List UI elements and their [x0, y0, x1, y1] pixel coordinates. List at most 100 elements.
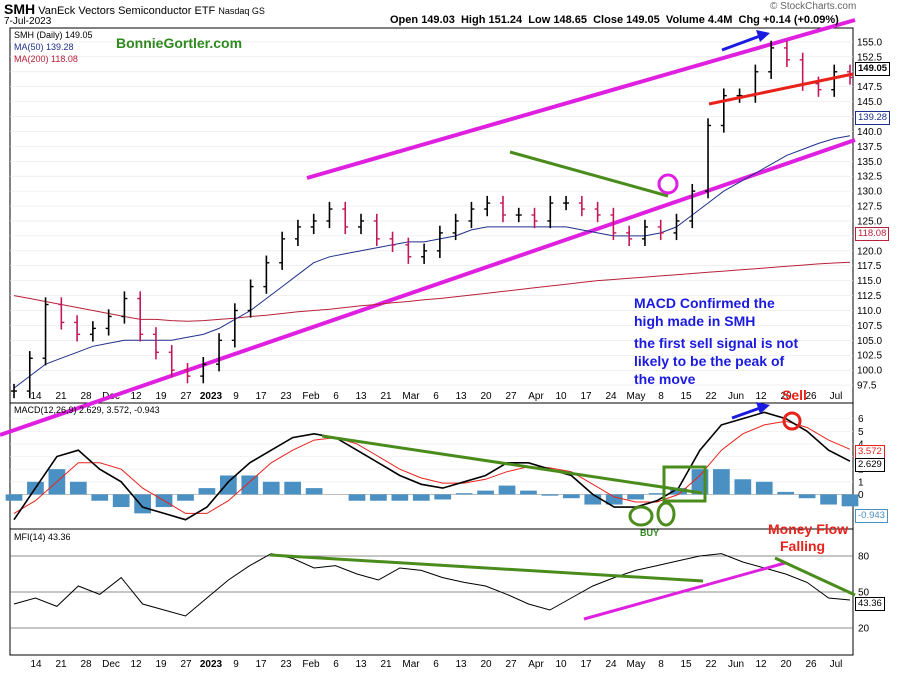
price-bar — [74, 315, 81, 342]
price-tick-label: 97.5 — [857, 381, 877, 392]
x-tick-label-bottom: 28 — [80, 659, 92, 670]
macd-tick-label: 5 — [858, 427, 864, 438]
price-tick-label: 102.5 — [857, 351, 882, 362]
macd-hist-bar — [841, 494, 859, 507]
macd-line — [13, 411, 851, 521]
macd-hist-bar — [305, 488, 323, 495]
macd-signal-line — [13, 420, 851, 514]
macd-hist-bar — [412, 494, 430, 501]
price-bar — [200, 357, 207, 384]
price-bar — [58, 297, 65, 330]
price-tick-label: 107.5 — [857, 321, 882, 332]
ma50-legend: MA(50) 139.28 — [14, 42, 74, 52]
x-tick-label-bottom: May — [627, 659, 646, 670]
macd-hist-bar — [777, 491, 795, 495]
buy-circle-2 — [656, 501, 676, 527]
price-tick-label: 100.0 — [857, 366, 882, 377]
macd-hist-bar — [798, 494, 816, 499]
x-tick-label-top: 12 — [755, 391, 767, 402]
x-tick-label-bottom: Jun — [728, 659, 744, 670]
x-tick-label-bottom: 27 — [505, 659, 517, 670]
macd-hist-bar — [584, 494, 602, 505]
support-line — [708, 72, 854, 106]
macd-signal-tag: 3.572 — [855, 445, 885, 459]
x-tick-label-top: 10 — [555, 391, 567, 402]
x-tick-label-top: 12 — [130, 391, 142, 402]
price-bar — [578, 195, 585, 217]
x-tick-label-bottom: Mar — [402, 659, 420, 670]
macd-blue-arrow — [731, 406, 761, 420]
x-tick-label-bottom: 13 — [455, 659, 467, 670]
price-bar — [768, 40, 775, 79]
price-bar — [421, 243, 428, 264]
mfi-legend: MFI(14) 43.36 — [14, 532, 71, 542]
price-tick-label: 115.0 — [857, 276, 882, 287]
x-tick-label-bottom: 17 — [255, 659, 267, 670]
x-tick-label-bottom: 22 — [705, 659, 717, 670]
macd-note: MACD Confirmed the high made in SMH the … — [634, 295, 799, 387]
x-tick-label-bottom: 14 — [30, 659, 42, 670]
x-tick-label-top: Feb — [302, 391, 320, 402]
macd-hist-bar — [219, 475, 237, 495]
x-tick-label-top: 15 — [680, 391, 692, 402]
mfi-tick-label: 20 — [858, 624, 870, 635]
mfi-falling-line — [774, 556, 856, 597]
x-tick-label-top: 8 — [658, 391, 664, 402]
x-tick-label-bottom: 19 — [155, 659, 167, 670]
price-tick-label: 125.0 — [857, 216, 882, 227]
x-tick-label-top: 20 — [480, 391, 492, 402]
macd-hist-bar — [134, 494, 151, 514]
x-tick-label-bottom: 26 — [805, 659, 817, 670]
x-tick-label-top: 22 — [705, 391, 717, 402]
price-bar — [547, 195, 554, 229]
price-tick-label: 110.0 — [857, 306, 882, 317]
x-tick-label-top: Mar — [402, 391, 420, 402]
money-flow-note: Money Flow Falling — [768, 521, 849, 554]
price-bar — [358, 213, 365, 235]
price-bar — [594, 201, 601, 223]
price-tick-label: 147.5 — [857, 82, 882, 93]
price-bar — [563, 195, 570, 211]
x-tick-label-bottom: 15 — [680, 659, 692, 670]
price-bar — [42, 297, 49, 366]
macd-hist-bar — [241, 475, 259, 495]
price-tick-label: 112.5 — [857, 291, 882, 302]
macd-hist-bar — [434, 494, 452, 500]
buy-label: BUY — [640, 528, 660, 538]
mfi-uptrend-line — [583, 561, 786, 621]
price-tick-label: 135.0 — [857, 157, 882, 168]
price-bar — [11, 383, 17, 399]
x-tick-label-top: 13 — [355, 391, 367, 402]
price-bar — [279, 231, 286, 270]
macd-hist-bar — [734, 479, 752, 495]
x-tick-label-bottom: Dec — [102, 659, 120, 670]
price-tick-label: 155.0 — [857, 37, 882, 48]
price-bar — [531, 207, 538, 229]
x-tick-label-top: 6 — [433, 391, 439, 402]
price-bar — [294, 219, 301, 247]
copyright: © StockCharts.com — [770, 1, 857, 12]
price-tick-label: 117.5 — [857, 261, 882, 272]
macd-tick-label: 4 — [858, 439, 864, 450]
x-tick-label-top: 21 — [380, 391, 392, 402]
price-bar — [105, 309, 112, 336]
price-bar — [231, 303, 238, 348]
x-tick-label-top: 20 — [780, 391, 792, 402]
x-tick-label-top: 17 — [580, 391, 592, 402]
macd-hist-bar — [498, 485, 516, 495]
price-tick-label: 127.5 — [857, 202, 882, 213]
macd-tick-label: 6 — [858, 414, 864, 425]
price-tick-label: 137.5 — [857, 142, 882, 153]
macd-hist-bar — [91, 494, 109, 501]
x-tick-label-bottom: 2023 — [200, 659, 223, 670]
macd-hist-bar — [605, 494, 623, 505]
mfi-axis: 20 50 80 — [10, 552, 870, 635]
price-bar — [89, 321, 96, 342]
x-tick-label-bottom: 20 — [480, 659, 492, 670]
ma200-tag: 118.08 — [855, 227, 890, 241]
chart-header: SMH VanEck Vectors Semiconductor ETF Nas… — [4, 1, 265, 17]
price-tick-label: 140.0 — [857, 127, 882, 138]
macd-hist-bar — [520, 490, 537, 495]
price-bar — [152, 327, 159, 360]
price-bar — [26, 351, 33, 399]
